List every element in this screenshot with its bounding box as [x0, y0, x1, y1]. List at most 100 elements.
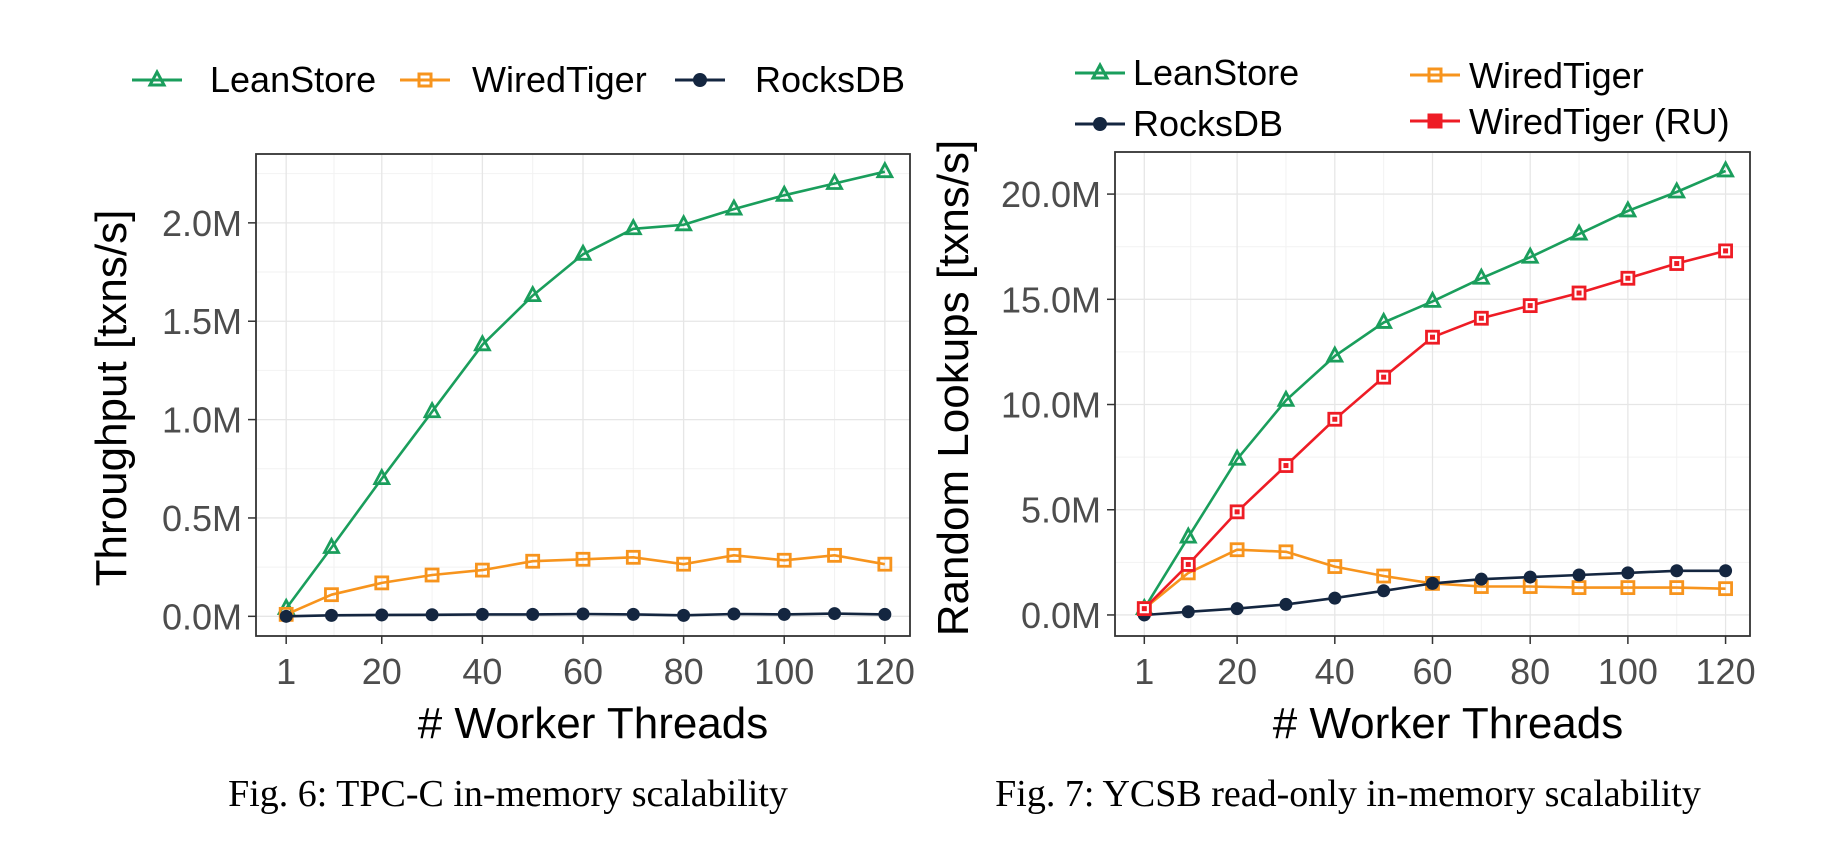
ycsb-x-tick-label: 40 [1315, 651, 1355, 692]
tpcc-point-leanstore [473, 333, 492, 352]
ycsb-y-tick-label: 15.0M [1001, 279, 1101, 320]
ycsb-point-rocksdb [1670, 564, 1684, 578]
legend-marker-leanstore [147, 68, 167, 87]
legend-marker-wiredtiger [417, 72, 433, 88]
tpcc-point-leanstore [724, 198, 744, 216]
legend-label-wiredtiger: WiredTiger [472, 59, 647, 100]
ycsb-point-rocksdb [1474, 572, 1488, 586]
tpcc-point-wiredtiger [575, 551, 591, 567]
ycsb-point-leanstore [1325, 345, 1345, 363]
ycsb-point-rocksdb [1181, 605, 1195, 619]
chart-tpcc-ylabel: Throughput [txns/s] [87, 210, 136, 587]
tpcc-point-wiredtiger [726, 547, 742, 563]
tpcc-point-leanstore [573, 243, 593, 261]
ycsb-series-rocksdb [1137, 564, 1733, 622]
ycsb-point-leanstore [1227, 448, 1247, 466]
chart-tpcc-caption: Fig. 6: TPC-C in-memory scalability [228, 773, 788, 815]
tpcc-point-rocksdb [475, 607, 489, 621]
tpcc-x-tick-label: 100 [754, 651, 814, 692]
chart-ycsb: LeanStore WiredTiger RocksDB WiredTiger … [929, 52, 1756, 815]
tpcc-point-wiredtiger [877, 556, 893, 572]
ycsb-point-wiredtiger [1327, 559, 1343, 574]
legend-label-wiredtiger-2: WiredTiger [1469, 55, 1644, 96]
ycsb-grid [1115, 152, 1750, 636]
tpcc-point-rocksdb [878, 607, 892, 621]
legend-marker-wiredtiger-2 [1427, 67, 1443, 83]
ycsb-point-wiredtiger [1669, 580, 1685, 595]
ycsb-x-ticks: 1 20 40 60 80 100 120 [1134, 636, 1756, 692]
tpcc-point-wiredtiger [474, 562, 490, 578]
chart-tpcc: LeanStore WiredTiger RocksDB 1 20 40 60 80 10… [87, 59, 915, 815]
ycsb-point-rocksdb [1572, 568, 1586, 582]
tpcc-x-tick-label: 120 [855, 651, 915, 692]
legend-label-rocksdb: RocksDB [755, 59, 905, 100]
tpcc-y-tick-label: 0.0M [162, 596, 242, 637]
legend-label-wiredtiger-ru: WiredTiger (RU) [1469, 101, 1730, 142]
tpcc-x-tick-label: 20 [362, 651, 402, 692]
legend-label-leanstore-2: LeanStore [1133, 52, 1299, 93]
ycsb-point-wiredtiger-ru-core [1141, 606, 1147, 612]
tpcc-point-rocksdb [777, 607, 791, 621]
tpcc-y-ticks: 0.0M 0.5M 1.0M 1.5M 2.0M [162, 203, 256, 637]
tpcc-point-rocksdb [324, 608, 338, 622]
legend-item-rocksdb-2: RocksDB [1075, 103, 1283, 144]
ycsb-y-ticks: 0.0M 5.0M 10.0M 15.0M 20.0M [1001, 174, 1115, 636]
tpcc-point-wiredtiger [374, 575, 390, 591]
ycsb-x-tick-label: 60 [1412, 651, 1452, 692]
ycsb-point-leanstore [1472, 267, 1491, 285]
tpcc-point-wiredtiger [625, 549, 641, 565]
legend-marker-rocksdb-2 [1093, 117, 1107, 131]
tpcc-point-rocksdb [727, 607, 741, 621]
ycsb-point-rocksdb [1719, 564, 1733, 578]
ycsb-x-tick-label: 80 [1510, 651, 1550, 692]
tpcc-series-line-wiredtiger [285, 553, 886, 616]
ycsb-point-wiredtiger-ru-core [1723, 248, 1729, 254]
legend-item-wiredtiger-2: WiredTiger [1410, 55, 1644, 96]
ycsb-point-leanstore [1618, 199, 1638, 218]
ycsb-y-tick-label: 20.0M [1001, 174, 1101, 215]
ycsb-x-tick-label: 1 [1134, 651, 1154, 692]
ycsb-point-rocksdb [1279, 597, 1293, 611]
ycsb-point-leanstore [1520, 246, 1540, 264]
tpcc-point-rocksdb [425, 608, 439, 622]
ycsb-series-line-leanstore [1143, 169, 1727, 610]
tpcc-series-leanstore [276, 160, 895, 615]
ycsb-point-wiredtiger-ru-core [1332, 416, 1338, 422]
ycsb-point-leanstore [1178, 526, 1198, 544]
tpcc-x-tick-label: 60 [563, 651, 603, 692]
legend-item-leanstore: LeanStore [132, 59, 376, 100]
tpcc-point-wiredtiger [676, 556, 692, 572]
ycsb-point-wiredtiger [1620, 580, 1636, 595]
tpcc-x-tick-label: 80 [664, 651, 704, 692]
tpcc-y-tick-label: 1.5M [162, 301, 242, 342]
tpcc-point-rocksdb [828, 607, 842, 621]
tpcc-point-wiredtiger [776, 552, 792, 568]
legend-item-leanstore-2: LeanStore [1075, 52, 1299, 93]
ycsb-y-tick-label: 0.0M [1021, 595, 1101, 636]
legend-label-leanstore: LeanStore [210, 59, 376, 100]
ycsb-point-wiredtiger [1278, 544, 1294, 560]
ycsb-point-leanstore [1423, 290, 1442, 308]
tpcc-x-tick-label: 40 [462, 651, 502, 692]
ycsb-point-rocksdb [1523, 570, 1537, 584]
ycsb-point-leanstore [1667, 181, 1687, 199]
tpcc-series-line-leanstore [285, 170, 886, 610]
tpcc-point-leanstore [372, 467, 392, 486]
chart-ycsb-ylabel: Random Lookups [txns/s] [929, 140, 978, 636]
chart-tpcc-legend: LeanStore WiredTiger RocksDB [132, 59, 905, 100]
tpcc-point-wiredtiger [827, 547, 842, 563]
chart-ycsb-caption: Fig. 7: YCSB read-only in-memory scalabi… [995, 773, 1701, 815]
tpcc-point-leanstore [825, 172, 844, 190]
legend-item-rocksdb: RocksDB [675, 59, 905, 100]
ycsb-point-wiredtiger-ru-core [1234, 509, 1240, 515]
tpcc-point-wiredtiger [525, 553, 541, 569]
tpcc-point-rocksdb [677, 608, 691, 622]
ycsb-series-leanstore [1134, 159, 1735, 616]
tpcc-point-rocksdb [576, 607, 590, 621]
tpcc-y-tick-label: 2.0M [162, 203, 242, 244]
ycsb-point-wiredtiger-ru-core [1478, 315, 1484, 321]
ycsb-y-tick-label: 5.0M [1021, 490, 1101, 531]
tpcc-point-leanstore [523, 284, 543, 303]
chart-tpcc-xlabel: # Worker Threads [418, 699, 769, 748]
